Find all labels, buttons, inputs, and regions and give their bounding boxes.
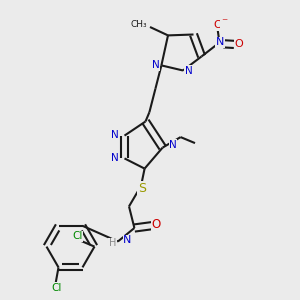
Text: N: N: [216, 37, 224, 47]
Text: N: N: [123, 235, 132, 245]
Text: Cl: Cl: [72, 231, 82, 242]
Text: N: N: [184, 65, 192, 76]
Text: O: O: [235, 39, 244, 50]
Text: CH₃: CH₃: [131, 20, 148, 29]
Text: Cl: Cl: [51, 283, 61, 293]
Text: O: O: [214, 20, 223, 31]
Text: S: S: [138, 182, 146, 195]
Text: ⁻: ⁻: [221, 16, 227, 29]
Text: N: N: [111, 130, 119, 140]
Text: O: O: [152, 218, 161, 231]
Text: N: N: [111, 153, 119, 163]
Text: N: N: [169, 140, 177, 150]
Text: N: N: [152, 60, 160, 70]
Text: H: H: [109, 238, 116, 248]
